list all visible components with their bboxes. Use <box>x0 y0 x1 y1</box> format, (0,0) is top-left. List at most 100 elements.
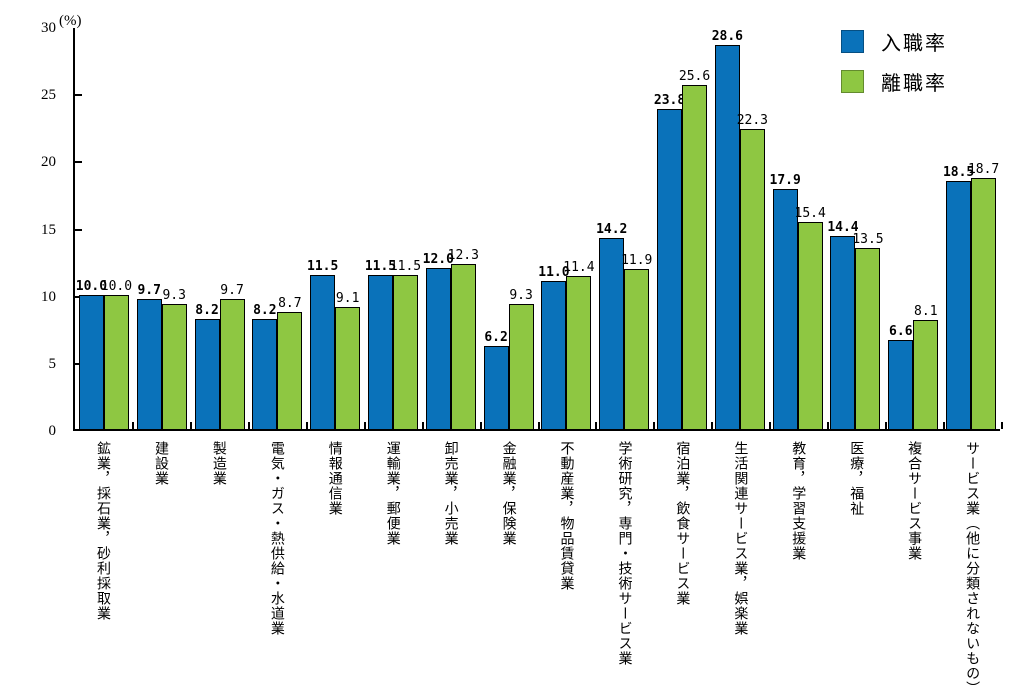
bar-separation-rate: 11.4 <box>563 261 595 429</box>
bar-hire-rate: 11.0 <box>538 266 570 429</box>
bar-value-label: 13.5 <box>852 231 884 247</box>
bar-value-label: 14.2 <box>596 222 628 238</box>
bar-group: 12.0 12.3 <box>422 249 480 429</box>
bar-value-label: 8.2 <box>253 302 277 318</box>
x-axis-tick <box>305 422 308 429</box>
category-label-text: 建設業 <box>152 441 168 486</box>
x-axis-tick <box>479 422 482 429</box>
bar-hire-rate: 10.0 <box>76 280 107 429</box>
legend: 入職率 離職率 <box>841 27 947 96</box>
x-axis-tick <box>711 422 714 429</box>
bar-separation-rate: 11.5 <box>390 260 421 429</box>
bar-hire-rate: 18.5 <box>943 166 974 429</box>
x-axis-tick <box>537 422 540 429</box>
bar-hire-rate: 11.5 <box>307 260 338 429</box>
legend-swatch-separation-rate <box>841 70 864 93</box>
bar-group: 14.2 11.9 <box>595 223 653 429</box>
y-axis-unit-label: (%) <box>59 13 82 29</box>
y-axis-tick-label: 5 <box>48 355 57 372</box>
bar-group: 11.5 11.5 <box>364 260 422 429</box>
bar-value-label: 11.5 <box>364 258 397 274</box>
category-label: サービス業（他に分類されないもの） <box>942 441 1000 699</box>
category-label-text: 製造業 <box>210 441 226 486</box>
bar-separation-rate: 9.7 <box>219 284 245 429</box>
bar-hire-rate: 14.4 <box>827 221 859 429</box>
category-label: 不動産業，物品賃貸業 <box>537 441 595 699</box>
bar-hire-rate: 6.6 <box>888 325 914 429</box>
bar-group: 28.6 22.3 <box>711 30 769 429</box>
category-label-text: 生活関連サービス業，娯楽業 <box>732 441 748 636</box>
y-axis-tick-label: 0 <box>48 423 57 439</box>
category-label: 鉱業，採石業，砂利採取業 <box>73 441 131 699</box>
bar-hire-rate: 17.9 <box>770 174 801 429</box>
y-axis-tick <box>75 94 82 97</box>
legend-item-separation-rate: 離職率 <box>841 67 947 96</box>
bar-hire-rate: 12.0 <box>423 253 454 429</box>
bar-group: 11.0 11.4 <box>538 261 596 429</box>
category-label: 医療，福祉 <box>826 441 884 699</box>
bar-separation-rate: 10.0 <box>101 280 132 429</box>
category-label: 複合サービス事業 <box>884 441 942 699</box>
x-axis-tick <box>421 422 424 429</box>
category-label: 生活関連サービス業，娯楽業 <box>710 441 768 699</box>
bar-separation-rate: 22.3 <box>737 114 768 429</box>
bar-group: 8.2 9.7 <box>191 284 249 429</box>
bar-value-label: 18.5 <box>942 164 975 180</box>
y-axis-tick <box>75 228 82 231</box>
category-label: 金融業，保険業 <box>479 441 537 699</box>
legend-swatch-hire-rate <box>841 30 864 53</box>
bar-hire-rate: 6.2 <box>483 331 509 429</box>
category-label-text: 複合サービス事業 <box>906 441 922 561</box>
bar-value-label: 9.7 <box>137 282 161 298</box>
bar-separation-rate: 9.1 <box>335 292 361 429</box>
bar-separation-rate: 8.1 <box>913 305 939 429</box>
category-label-text: 卸売業，小売業 <box>442 441 458 546</box>
x-axis-tick <box>247 422 250 429</box>
legend-label-separation-rate: 離職率 <box>881 73 947 95</box>
bar-separation-rate: 12.3 <box>448 249 479 429</box>
category-label: 情報通信業 <box>305 441 363 699</box>
bar-separation-rate: 25.6 <box>679 70 710 429</box>
bar-group: 18.5 18.7 <box>942 163 1000 429</box>
bar-value-label: 22.3 <box>736 113 768 129</box>
bar-separation-rate: 9.3 <box>161 289 187 429</box>
category-label: 建設業 <box>131 441 189 699</box>
x-axis-tick <box>769 422 772 429</box>
bar-value-label: 6.2 <box>484 329 508 345</box>
y-axis-tick <box>75 161 82 164</box>
bar-hire-rate: 8.2 <box>194 304 220 429</box>
bar-group: 6.2 9.3 <box>480 289 538 429</box>
bar-hire-rate: 8.2 <box>252 304 278 429</box>
bar-value-label: 9.1 <box>335 290 360 306</box>
y-axis-tick-label: 20 <box>41 154 56 171</box>
bar-value-label: 11.5 <box>389 258 422 274</box>
x-axis-tick <box>131 422 134 429</box>
x-axis-tick <box>653 422 656 429</box>
x-axis-tick <box>827 422 830 429</box>
category-label-text: 不動産業，物品賃貸業 <box>558 441 574 591</box>
category-label: 製造業 <box>189 441 247 699</box>
bar-hire-rate: 14.2 <box>596 223 627 429</box>
bar-groups: 10.0 10.0 9.7 9.3 8.2 9.7 8.2 8.7 11.5 9.1 11.5 11.… <box>75 28 1000 429</box>
x-axis-tick <box>943 422 946 429</box>
y-axis-tick-label: 10 <box>41 288 56 305</box>
bar-value-label: 15.4 <box>794 206 826 222</box>
category-label-text: 教育，学習支援業 <box>790 441 806 561</box>
bar-value-label: 14.4 <box>827 219 859 235</box>
bar-group: 14.4 13.5 <box>827 221 885 429</box>
category-label-row: 鉱業，採石業，砂利採取業 建設業 製造業 電気・ガス・熱供給・水道業 情報通信業 運輸業，… <box>73 441 1000 699</box>
bar-hire-rate: 11.5 <box>365 260 396 429</box>
bar-separation-rate: 15.4 <box>795 207 826 429</box>
y-axis-tick-label: 15 <box>41 221 56 238</box>
bar-group: 8.2 8.7 <box>248 297 306 429</box>
bar-separation-rate: 8.7 <box>277 297 303 429</box>
category-label-text: 運輸業，郵便業 <box>384 441 400 546</box>
y-axis-tick <box>75 362 82 365</box>
bar-value-label: 11.0 <box>538 265 570 281</box>
bar-group: 17.9 15.4 <box>769 174 827 429</box>
y-axis-tick <box>75 295 82 298</box>
bar-value-label: 18.7 <box>967 161 1000 177</box>
bar-value-label: 11.4 <box>563 259 595 275</box>
category-label-text: サービス業（他に分類されないもの） <box>964 441 980 696</box>
